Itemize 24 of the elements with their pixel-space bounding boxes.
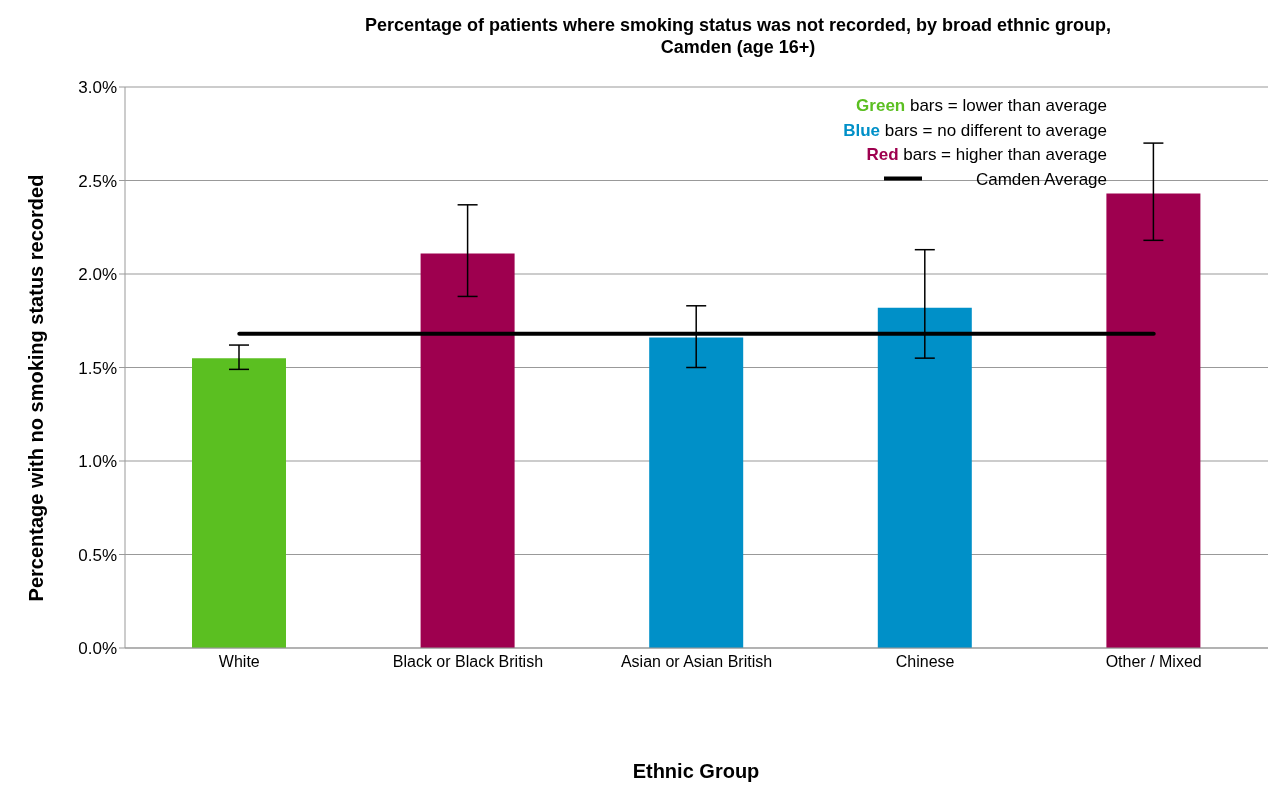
x-axis-title: Ethnic Group bbox=[631, 760, 761, 783]
y-tick-label: 0.0% bbox=[78, 639, 117, 659]
x-tick-label: Chinese bbox=[895, 653, 955, 671]
annotation: Green bars = lower than average bbox=[856, 96, 1107, 115]
y-tick-label: 0.5% bbox=[78, 545, 117, 565]
y-tick-label: 2.0% bbox=[78, 265, 117, 285]
bar bbox=[420, 253, 515, 648]
y-tick-label: 1.5% bbox=[78, 358, 117, 378]
y-tick-label: 1.0% bbox=[78, 452, 117, 472]
bar bbox=[877, 307, 972, 648]
chart-title: Percentage of patients where smoking status was not recorded, by broad ethnic group, Camden (age 16+) bbox=[363, 14, 1113, 58]
bar bbox=[1106, 193, 1201, 648]
y-axis-title: Percentage with no smoking status recorded bbox=[24, 174, 48, 602]
y-tick-label: 2.5% bbox=[78, 171, 117, 191]
bar bbox=[192, 358, 286, 648]
y-tick-label: 3.0% bbox=[78, 78, 117, 98]
x-tick-label: Asian or Asian British bbox=[620, 653, 773, 671]
x-tick-label: Other / Mixed bbox=[1105, 653, 1202, 671]
x-tick-label: White bbox=[218, 653, 260, 671]
x-tick-label: Black or Black British bbox=[392, 653, 544, 671]
annotation: Red bars = higher than average bbox=[866, 145, 1107, 164]
annotation: Blue bars = no different to average bbox=[843, 120, 1107, 140]
ref-line-label: Camden Average bbox=[975, 169, 1107, 189]
bar bbox=[649, 337, 744, 648]
